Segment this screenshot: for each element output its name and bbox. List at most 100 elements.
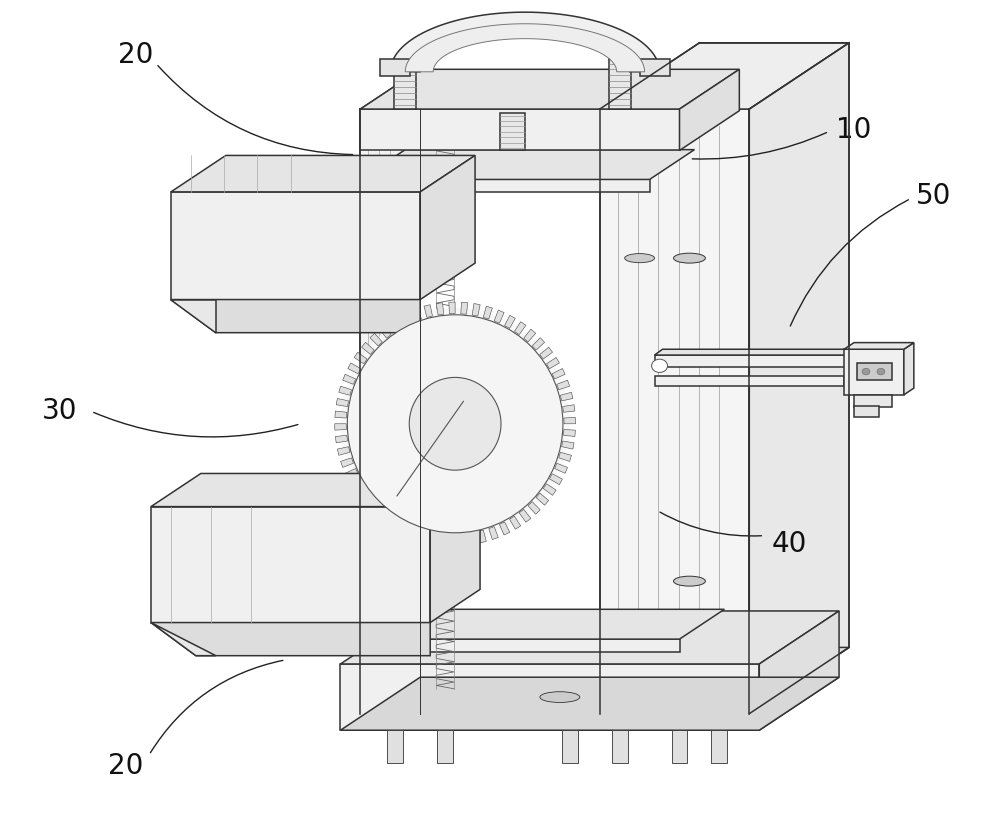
Polygon shape (489, 527, 498, 539)
Polygon shape (360, 609, 724, 639)
Polygon shape (562, 441, 574, 449)
Polygon shape (655, 349, 857, 355)
Bar (562, 730, 578, 764)
Polygon shape (335, 435, 348, 443)
Polygon shape (151, 474, 480, 507)
Polygon shape (600, 43, 849, 109)
Polygon shape (655, 355, 849, 367)
Polygon shape (854, 395, 892, 407)
Polygon shape (151, 622, 216, 656)
Bar (711, 730, 727, 764)
Ellipse shape (340, 307, 570, 539)
Ellipse shape (674, 253, 705, 263)
Polygon shape (366, 498, 378, 510)
Circle shape (877, 368, 885, 375)
Polygon shape (600, 647, 849, 714)
Polygon shape (655, 376, 844, 386)
Polygon shape (360, 150, 694, 179)
Polygon shape (436, 302, 444, 315)
Polygon shape (395, 519, 406, 533)
Polygon shape (360, 179, 650, 192)
Polygon shape (600, 109, 749, 714)
Polygon shape (563, 405, 575, 412)
Circle shape (862, 368, 870, 375)
Polygon shape (449, 302, 455, 314)
Text: 10: 10 (836, 116, 872, 144)
Polygon shape (380, 59, 410, 76)
Polygon shape (394, 59, 416, 109)
Polygon shape (844, 342, 914, 349)
Text: 20: 20 (108, 752, 144, 779)
Polygon shape (532, 337, 545, 350)
Polygon shape (443, 534, 449, 545)
Polygon shape (430, 532, 438, 544)
Polygon shape (351, 479, 364, 490)
Polygon shape (348, 363, 361, 374)
Polygon shape (406, 524, 416, 538)
Polygon shape (360, 69, 739, 109)
Polygon shape (564, 417, 576, 424)
Bar (437, 730, 453, 764)
Polygon shape (405, 24, 645, 71)
Polygon shape (555, 463, 568, 474)
Polygon shape (519, 509, 531, 522)
Polygon shape (680, 69, 739, 150)
Ellipse shape (409, 377, 501, 470)
Polygon shape (424, 305, 432, 317)
Polygon shape (543, 484, 556, 495)
Polygon shape (337, 447, 350, 455)
Polygon shape (360, 109, 680, 150)
Polygon shape (552, 368, 565, 379)
Polygon shape (430, 474, 480, 622)
Polygon shape (343, 374, 356, 384)
Polygon shape (379, 325, 391, 338)
Polygon shape (609, 49, 646, 59)
Polygon shape (549, 474, 562, 484)
Polygon shape (494, 310, 504, 323)
Polygon shape (151, 622, 430, 656)
Polygon shape (640, 59, 670, 76)
Polygon shape (375, 505, 387, 519)
Text: 20: 20 (118, 42, 154, 69)
Polygon shape (455, 534, 461, 545)
Text: 30: 30 (41, 397, 77, 425)
Polygon shape (335, 411, 347, 418)
Polygon shape (505, 315, 515, 328)
Polygon shape (478, 530, 486, 543)
Polygon shape (345, 469, 358, 479)
Polygon shape (536, 493, 549, 505)
Polygon shape (354, 352, 367, 364)
Polygon shape (151, 507, 430, 622)
Polygon shape (560, 392, 573, 401)
Polygon shape (358, 489, 370, 500)
Polygon shape (341, 458, 353, 467)
Polygon shape (500, 113, 525, 150)
Polygon shape (844, 349, 904, 395)
Ellipse shape (347, 315, 563, 533)
Polygon shape (340, 664, 759, 730)
Polygon shape (524, 329, 536, 342)
Text: 40: 40 (772, 530, 807, 558)
Polygon shape (514, 322, 526, 335)
Polygon shape (467, 533, 474, 545)
Polygon shape (412, 308, 421, 321)
Polygon shape (749, 43, 849, 714)
Polygon shape (546, 357, 559, 369)
Polygon shape (335, 424, 346, 430)
Polygon shape (609, 59, 631, 109)
Bar (387, 730, 403, 764)
Polygon shape (499, 522, 510, 535)
Bar (672, 730, 687, 764)
Polygon shape (759, 611, 839, 730)
Polygon shape (483, 306, 492, 319)
Bar (612, 730, 628, 764)
Polygon shape (360, 639, 680, 652)
Polygon shape (418, 529, 427, 541)
Polygon shape (559, 452, 571, 461)
Polygon shape (510, 516, 521, 529)
Polygon shape (563, 430, 575, 436)
Polygon shape (400, 312, 411, 326)
Polygon shape (528, 502, 540, 514)
Polygon shape (394, 49, 431, 59)
Text: 50: 50 (916, 182, 951, 210)
